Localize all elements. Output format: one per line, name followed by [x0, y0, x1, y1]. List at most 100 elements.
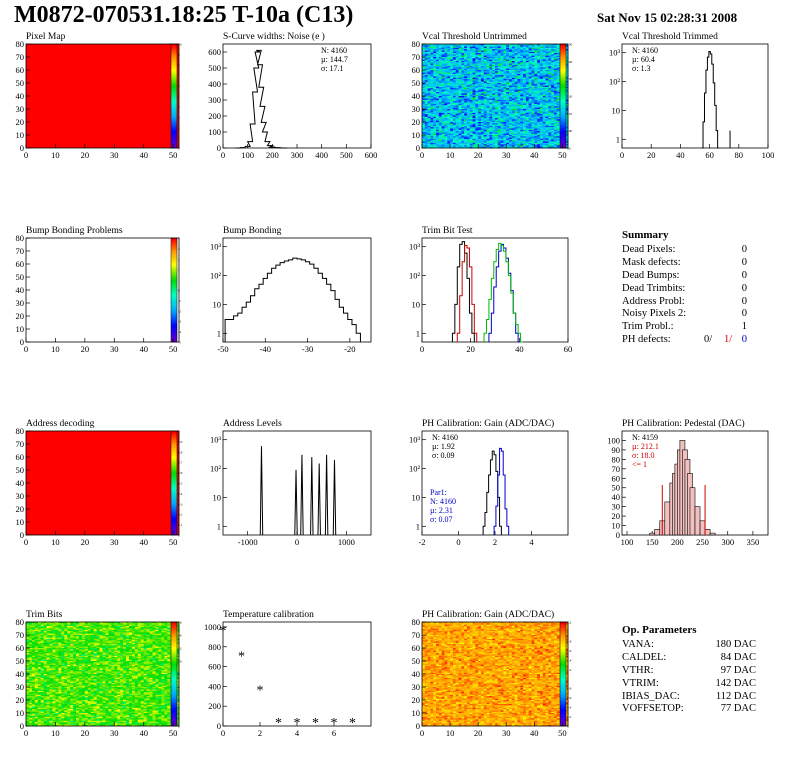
timestamp: Sat Nov 15 02:28:31 2008: [597, 10, 738, 25]
op-param-value: 97 DAC: [720, 664, 756, 676]
summary-label: Mask defects:: [622, 256, 681, 268]
ph-pedestal-ytick-label: 20: [612, 511, 621, 521]
trim-bit-test-xtick-label: 20: [466, 344, 475, 354]
vcal-trimmed-stat: N: 4160: [632, 46, 658, 55]
vcal-trimmed-xtick-label: 100: [762, 150, 775, 160]
temperature-ytick-label: 400: [208, 681, 221, 691]
ph-pedestal-xtick-label: 200: [671, 537, 684, 547]
scurve-xtick-label: 600: [365, 150, 378, 160]
trim-bits-title: Trim Bits: [26, 610, 63, 620]
vcal-untrimmed-ytick-label: 60: [412, 65, 421, 75]
address-levels-title: Address Levels: [223, 419, 282, 429]
ph-gain-map-colorbar-tick: 1.2: [567, 668, 572, 672]
scurve-frame: [222, 43, 372, 149]
ph-gain-map-xtick-label: 10: [446, 728, 455, 738]
vcal-untrimmed-xtick-label: 30: [502, 150, 511, 160]
temperature-title: Temperature calibration: [223, 610, 314, 620]
ph-gain-stat: µ: 1.92: [432, 442, 455, 451]
trim-bit-test-ytick-label: 1: [416, 328, 420, 338]
ph-pedestal-bars: [649, 440, 716, 536]
ph-gain-ytick-label: 10: [412, 492, 421, 502]
ph-pedestal-xtick-label: 350: [747, 537, 760, 547]
scurve-ytick-label: 400: [208, 79, 221, 89]
scurve-ytick-label: 500: [208, 63, 221, 73]
vcal-untrimmed-colorbar-tick: 100: [567, 129, 573, 133]
temperature-point: *: [312, 716, 319, 731]
summary-label: Trim Probl.:: [622, 321, 674, 333]
address-levels-ytick-label: 10: [213, 492, 222, 502]
ph-gain-map-colorbar-tick: 0: [567, 725, 569, 729]
summary-label: Dead Bumps:: [622, 269, 680, 281]
address-decoding-xtick-label: 0: [24, 537, 28, 547]
temperature-points: * * * * * * * *: [220, 624, 357, 731]
bump-problems-ytick-label: 80: [16, 233, 25, 243]
pixel-map-xtick-label: 50: [169, 150, 178, 160]
scurve-ytick-label: 600: [208, 47, 221, 57]
vcal-untrimmed-colorbar-tick: 120: [567, 95, 573, 99]
summary-row: Noisy Pixels 2: 0: [622, 308, 747, 321]
trim-bits-ytick-label: 20: [16, 695, 25, 705]
address-decoding-ytick-label: 20: [16, 504, 25, 514]
scurve-xtick-label: 0: [221, 150, 225, 160]
ph-gain-xtick-label: 2: [493, 537, 497, 547]
ph-gain-map-heat-cells: [422, 622, 569, 727]
ph-pedestal-bar: [649, 532, 656, 536]
trim-bit-test-series-3: [483, 242, 523, 343]
summary-heading: Summary: [622, 229, 669, 241]
vcal-untrimmed-colorbar-tick: 140: [567, 60, 573, 64]
bump-problems-frame: [25, 237, 180, 343]
address-levels-peak: [317, 463, 321, 536]
ph-gain-map-ytick-label: 70: [412, 630, 421, 640]
summary-value: 0: [741, 244, 747, 255]
pixel-map-heat-fill: [26, 44, 179, 148]
summary-value: 0: [741, 282, 747, 294]
ph-gain-map-ytick-label: 20: [412, 695, 421, 705]
ph-pedestal-ytick-label: 80: [612, 454, 621, 464]
address-decoding-colorbar-tick: 0.9: [178, 440, 183, 444]
vcal-untrimmed-xtick-label: 0: [420, 150, 424, 160]
trim-bits-ytick-label: 60: [16, 643, 25, 653]
pixel-map-xtick-label: 20: [81, 150, 90, 160]
trim-bit-test-frame: [421, 237, 569, 343]
ph-pedestal-ytick-label: 90: [612, 445, 621, 455]
ph-gain-map-colorbar-tick: 1.4: [567, 658, 572, 662]
vcal-trimmed-xtick-label: 0: [620, 150, 624, 160]
temperature-ytick-label: 200: [208, 701, 221, 711]
trim-bit-test-ytick-label: 10: [412, 299, 421, 309]
scurve-title: S-Curve widths: Noise (e ): [223, 31, 325, 42]
pixel-map-colorbar-tick: 0: [178, 147, 180, 151]
op-param-value: 77 DAC: [720, 703, 756, 715]
bump-problems-ytick-label: 40: [16, 285, 25, 295]
trim-bits-xtick-label: 30: [110, 728, 119, 738]
summary-row: Dead Bumps: 0: [622, 270, 747, 283]
ph-gain-map-colorbar-tick: 1.6: [567, 649, 572, 653]
temperature-point: *: [294, 716, 301, 731]
bump-problems-colorbar-tick: -4: [178, 330, 181, 334]
bump-bonding-ytick-label: 10: [213, 299, 222, 309]
bump-problems-ytick-label: 0: [20, 337, 24, 347]
vcal-untrimmed-ytick-label: 10: [412, 130, 421, 140]
vcal-untrimmed-heat-cells: [422, 44, 569, 149]
ph-gain-xtick-label: 4: [529, 537, 534, 547]
ph-gain-ytick-label: 1: [416, 521, 420, 531]
bump-bonding-series: [224, 257, 361, 342]
vcal-untrimmed-xtick-label: 40: [530, 150, 539, 160]
ph-gain-map-ytick-label: 0: [416, 721, 420, 731]
ph-gain-title: PH Calibration: Gain (ADC/DAC): [422, 418, 554, 429]
bump-problems-xtick-label: 40: [139, 344, 148, 354]
address-decoding-ytick-label: 30: [16, 491, 25, 501]
temperature-point: *: [275, 716, 282, 731]
vcal-trimmed-title: Vcal Threshold Trimmed: [622, 32, 718, 42]
bump-problems-ytick-label: 60: [16, 259, 25, 269]
op-param-label: CALDEL:: [622, 651, 667, 663]
temperature-point: *: [238, 650, 245, 665]
ph-gain-series-0: [482, 450, 502, 535]
ph-gain-map-ytick-label: 40: [412, 669, 421, 679]
ph-gain-chart: PH Calibration: Gain (ADC/DAC) -2 0 2 4 1 10 10…: [409, 418, 569, 547]
temperature-ytick-label: 1000: [204, 622, 221, 632]
ph-pedestal-ytick-label: 70: [612, 464, 621, 474]
